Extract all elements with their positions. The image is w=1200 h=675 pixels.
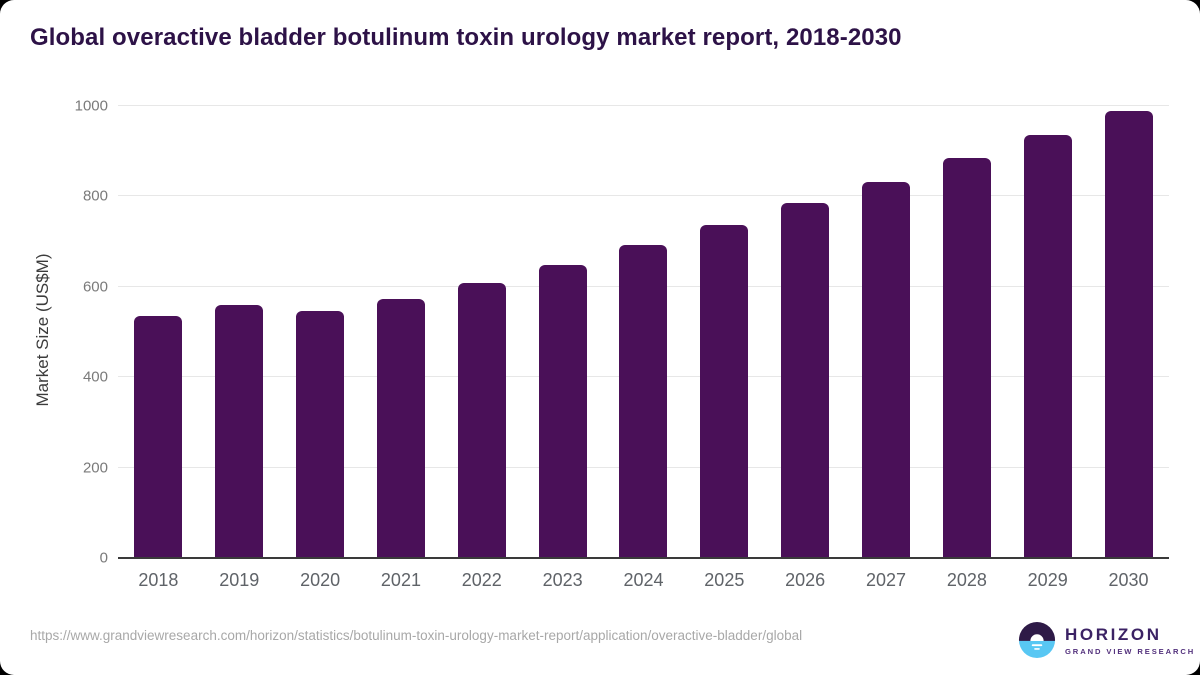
x-axis-label: 2023 [542, 570, 583, 590]
bar-2029 [1023, 135, 1072, 558]
source-url: https://www.grandviewresearch.com/horizo… [30, 628, 803, 643]
gridline [118, 195, 1169, 197]
y-tick-label: 400 [82, 368, 108, 386]
bar-2030 [1104, 110, 1153, 558]
bar-slot [1088, 106, 1169, 558]
bar-slot [522, 106, 603, 558]
x-axis-label: 2025 [704, 570, 745, 590]
bar-series [118, 106, 1169, 558]
bar-slot [765, 106, 846, 558]
bar-slot [846, 106, 927, 558]
bar-2019 [215, 304, 264, 558]
bar-slot [280, 106, 361, 558]
bar-2025 [700, 224, 749, 558]
x-axis-label: 2030 [1108, 570, 1149, 590]
bar-slot [603, 106, 684, 558]
bar-slot [926, 106, 1007, 558]
horizon-logo: HORIZON GRAND VIEW RESEARCH [1018, 621, 1195, 659]
bar-2023 [538, 264, 587, 558]
horizon-logo-name: HORIZON [1065, 624, 1162, 644]
horizon-logo-icon [1018, 621, 1056, 659]
bar-2024 [619, 244, 668, 558]
page-title: Global overactive bladder botulinum toxi… [30, 24, 902, 51]
x-axis-label: 2022 [461, 570, 502, 590]
x-axis-label: 2029 [1027, 570, 1068, 590]
horizon-logo-text: HORIZON GRAND VIEW RESEARCH [1065, 625, 1195, 656]
bar-slot [361, 106, 442, 558]
y-tick-label: 200 [82, 459, 108, 477]
bar-2018 [134, 316, 183, 558]
x-axis-label: 2020 [300, 570, 341, 590]
y-tick-label: 0 [99, 549, 108, 567]
bar-2026 [781, 203, 830, 558]
horizon-logo-subtitle: GRAND VIEW RESEARCH [1065, 646, 1196, 656]
x-axis-label: 2026 [785, 570, 826, 590]
x-axis-label: 2018 [138, 570, 179, 590]
x-axis-label: 2027 [865, 570, 907, 590]
bar-slot [199, 106, 280, 558]
x-axis-label: 2019 [219, 570, 260, 590]
bar-slot [118, 106, 199, 558]
bar-2021 [376, 299, 425, 558]
y-tick-label: 600 [82, 278, 108, 296]
x-axis-label: 2028 [946, 570, 987, 590]
x-axis-label: 2024 [623, 570, 664, 590]
bar-2022 [457, 282, 506, 558]
gridline [118, 105, 1169, 106]
bar-slot [1007, 106, 1088, 558]
bar-slot [441, 106, 522, 558]
x-axis-label: 2021 [380, 570, 421, 590]
y-tick-label: 1000 [74, 97, 108, 115]
bar-2020 [296, 311, 345, 558]
bar-2028 [942, 158, 991, 558]
plot-area [118, 105, 1169, 559]
y-axis-ticks: 0 200 400 600 800 1000 [30, 98, 108, 567]
bar-slot [684, 106, 765, 558]
x-axis-line [118, 557, 1169, 559]
y-tick-label: 800 [82, 187, 108, 205]
bar-2027 [862, 181, 911, 558]
x-axis-labels: 2018 2019 2020 2021 2022 2023 2024 2025 2026 2027… [118, 570, 1169, 591]
